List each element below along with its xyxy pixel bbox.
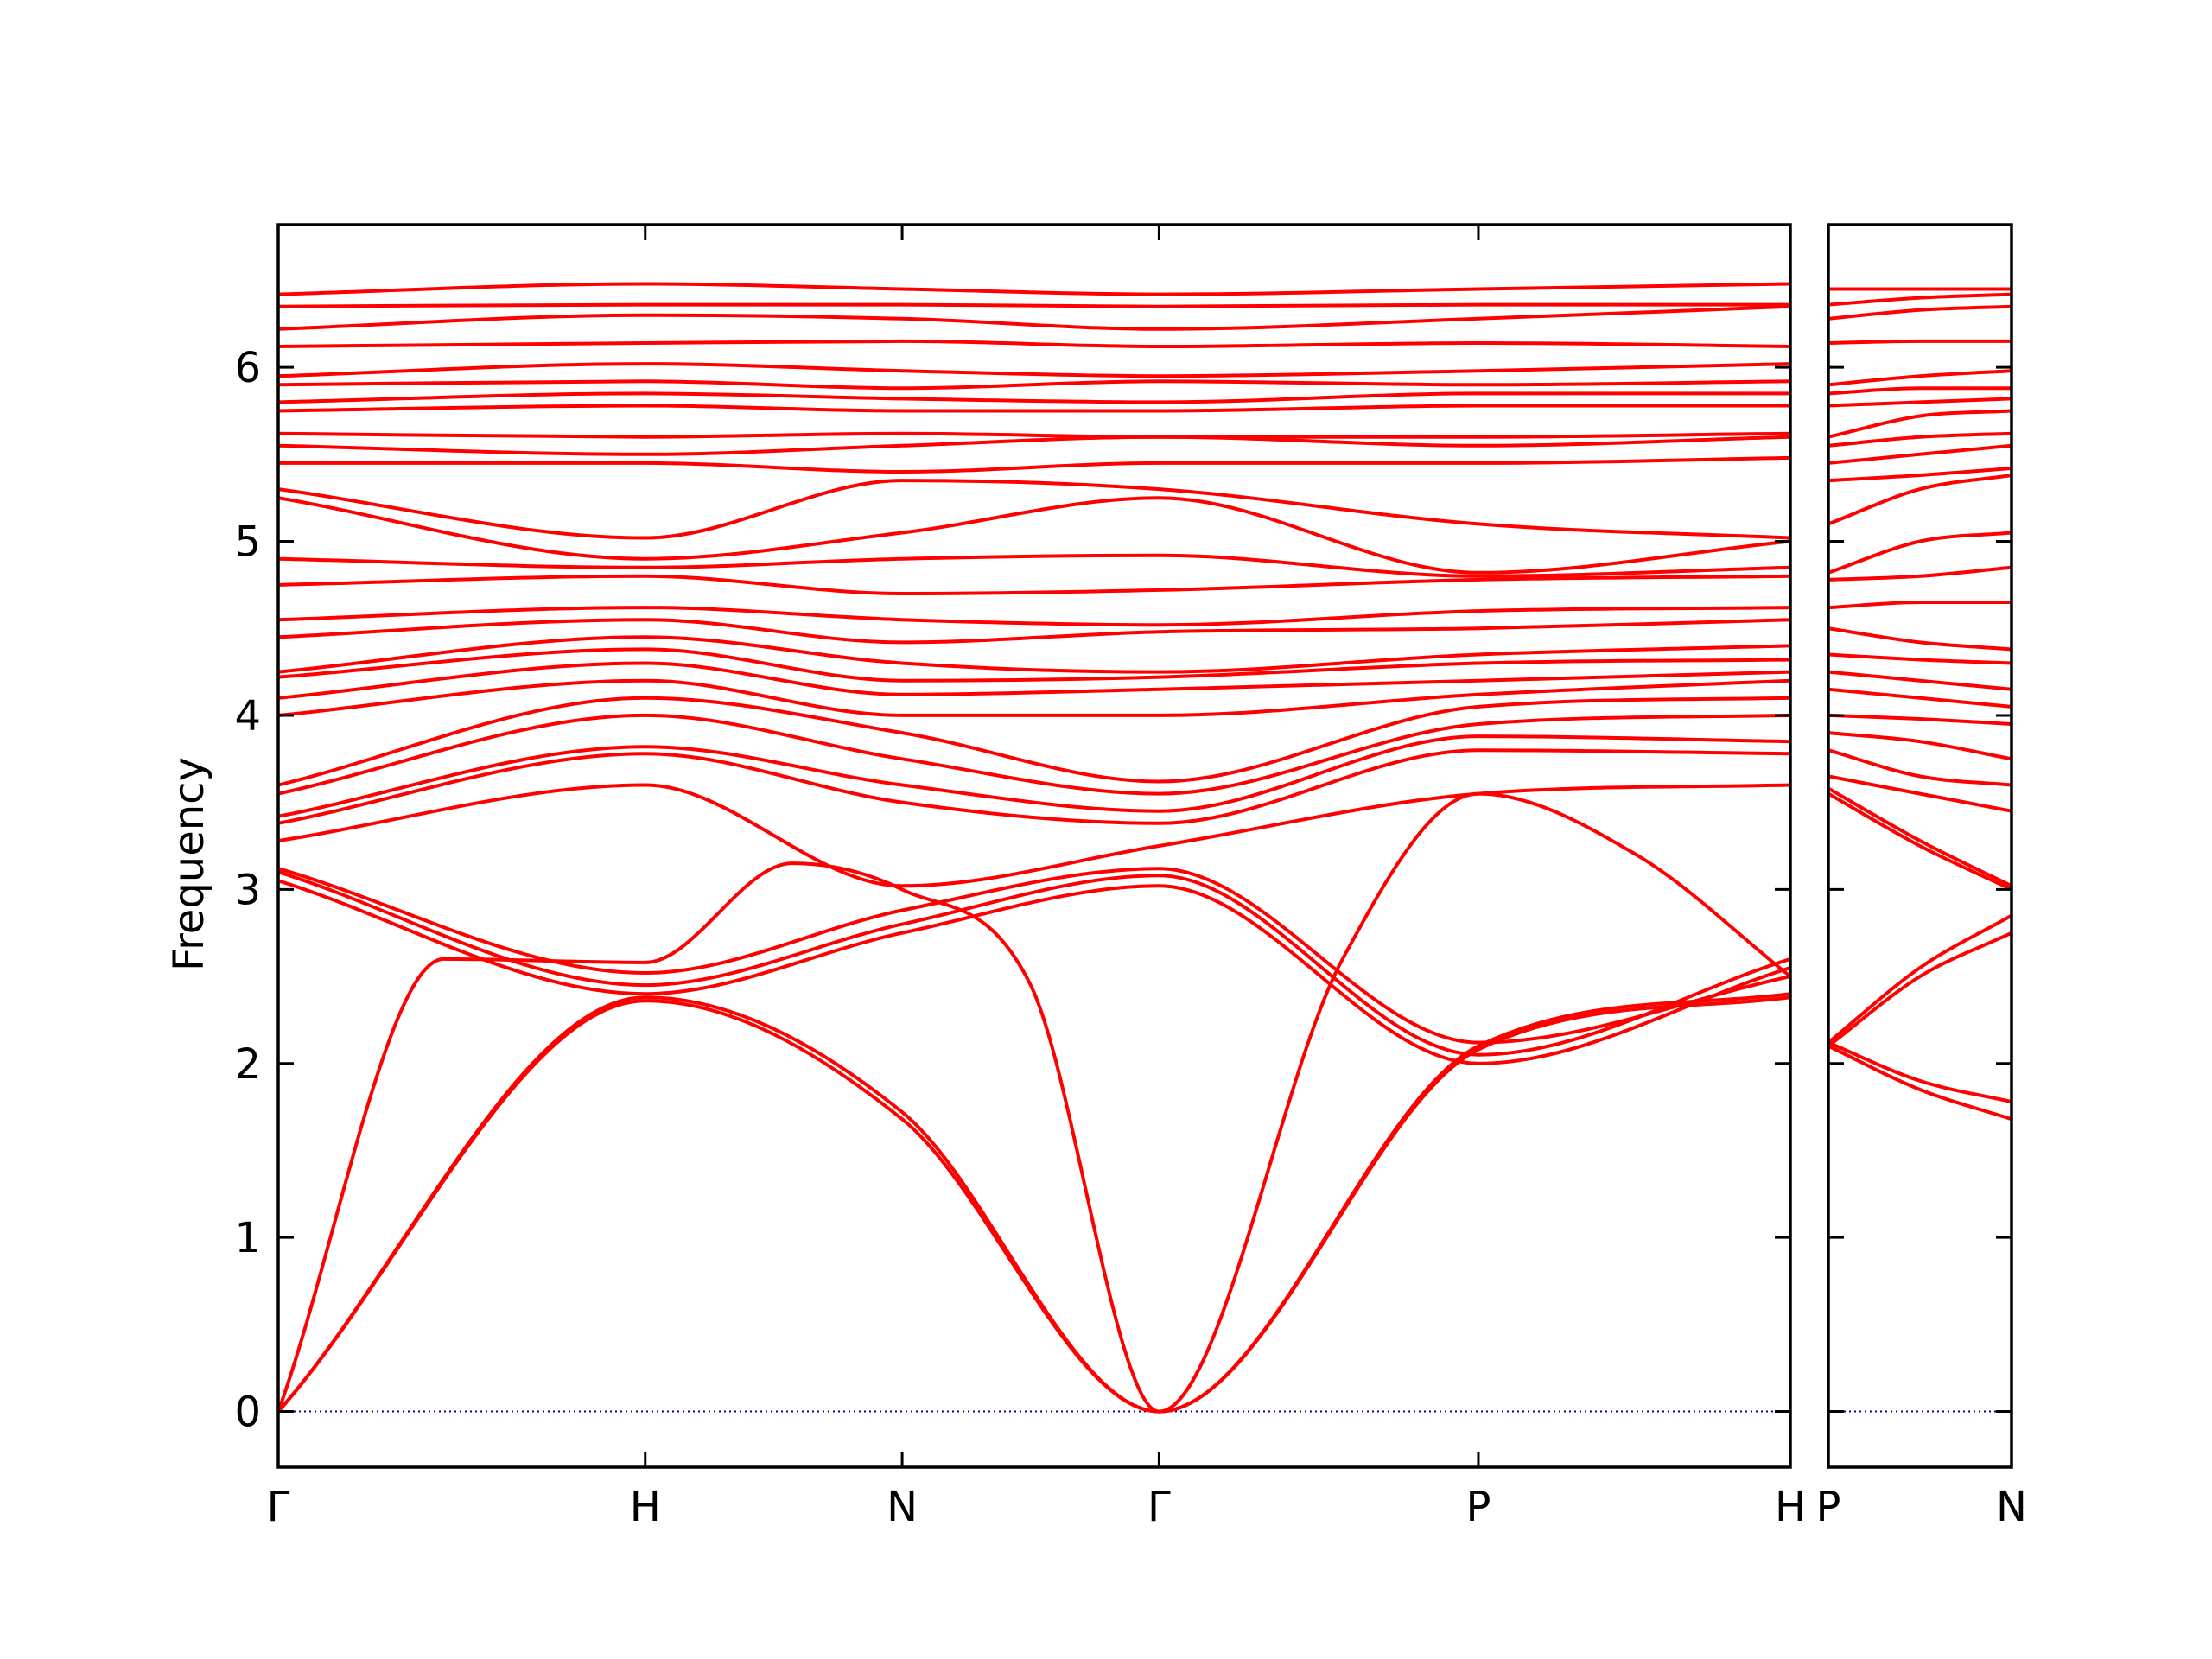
y-tick-label-1: 1 — [234, 1214, 261, 1262]
main-band-14 — [278, 647, 1790, 683]
main-band-21 — [278, 479, 1790, 540]
main-band-1 — [278, 995, 1790, 1414]
side-bands — [1828, 287, 2012, 1122]
y-tick-label-3: 3 — [234, 866, 261, 914]
main-frame — [276, 223, 1792, 1469]
side-band-10 — [1828, 713, 2012, 726]
y-tick-label-0: 0 — [234, 1389, 261, 1437]
side-band-15 — [1828, 600, 2012, 610]
main-band-2 — [278, 992, 1790, 1414]
main-band-20 — [278, 496, 1790, 575]
side-band-17 — [1828, 531, 2012, 575]
main-band-9 — [278, 734, 1790, 818]
main-band-22 — [278, 455, 1790, 474]
main-band-8 — [278, 748, 1790, 825]
side-band-23 — [1828, 397, 2012, 408]
side-band-18 — [1828, 474, 2012, 526]
side-band-22 — [1828, 409, 2012, 439]
side-band-27 — [1828, 304, 2012, 321]
main-band-23 — [278, 435, 1790, 456]
side-band-24 — [1828, 386, 2012, 396]
side-x-tick-label-1: N — [1996, 1483, 2027, 1531]
y-tick-label-4: 4 — [234, 692, 261, 741]
y-tick-label-5: 5 — [234, 518, 261, 567]
y-tick-label-6: 6 — [234, 344, 261, 392]
main-band-32 — [278, 282, 1790, 296]
main-band-15 — [278, 635, 1790, 674]
main-band-25 — [278, 404, 1790, 413]
main-x-tick-label-2: N — [887, 1483, 918, 1531]
main-band-24 — [278, 431, 1790, 439]
main-band-19 — [278, 553, 1790, 578]
main-band-12 — [278, 678, 1790, 717]
main-band-17 — [278, 606, 1790, 627]
main-band-11 — [278, 696, 1790, 787]
main-band-13 — [278, 661, 1790, 700]
main-band-10 — [278, 713, 1790, 796]
side-band-2 — [1828, 1040, 2012, 1104]
side-band-3 — [1828, 931, 2012, 1048]
main-panel: Γ H N Γ P H 0 1 2 3 4 5 6 — [234, 223, 1806, 1531]
side-band-16 — [1828, 565, 2012, 582]
side-band-25 — [1828, 369, 2012, 387]
main-x-tick-label-5: H — [1775, 1483, 1806, 1531]
side-frame — [1827, 223, 2013, 1469]
main-x-tick-label-1: H — [630, 1483, 661, 1531]
side-band-26 — [1828, 339, 2012, 345]
main-band-26 — [278, 391, 1790, 404]
side-band-9 — [1828, 731, 2012, 761]
side-band-11 — [1828, 687, 2012, 709]
main-band-4 — [278, 879, 1790, 1065]
main-band-6 — [278, 867, 1790, 1045]
main-band-29 — [278, 339, 1790, 348]
side-band-4 — [1828, 913, 2012, 1045]
side-band-1 — [1828, 1044, 2012, 1122]
side-band-7 — [1828, 774, 2012, 813]
main-band-18 — [278, 574, 1790, 595]
y-tick-label-2: 2 — [234, 1040, 261, 1089]
side-band-13 — [1828, 652, 2012, 665]
main-band-30 — [278, 304, 1790, 331]
side-band-19 — [1828, 467, 2012, 483]
main-x-tick-label-3: Γ — [1147, 1483, 1171, 1531]
main-x-tick-label-4: P — [1465, 1483, 1491, 1531]
main-band-27 — [278, 379, 1790, 391]
main-band-5 — [278, 870, 1790, 1057]
side-band-20 — [1828, 443, 2012, 465]
main-band-16 — [278, 618, 1790, 645]
side-x-tick-label-0: P — [1816, 1483, 1841, 1531]
main-band-28 — [278, 362, 1790, 378]
main-band-7 — [278, 783, 1790, 888]
main-x-tick-label-0: Γ — [267, 1483, 290, 1531]
main-band-3 — [278, 791, 1790, 1414]
side-band-21 — [1828, 431, 2012, 448]
y-axis-label: Frequency — [165, 757, 213, 971]
main-band-31 — [278, 302, 1790, 308]
side-band-28 — [1828, 292, 2012, 307]
side-band-14 — [1828, 626, 2012, 652]
side-band-12 — [1828, 670, 2012, 691]
main-bands — [278, 282, 1790, 1414]
side-band-6 — [1828, 786, 2012, 888]
side-band-8 — [1828, 748, 2012, 787]
side-band-5 — [1828, 791, 2012, 892]
